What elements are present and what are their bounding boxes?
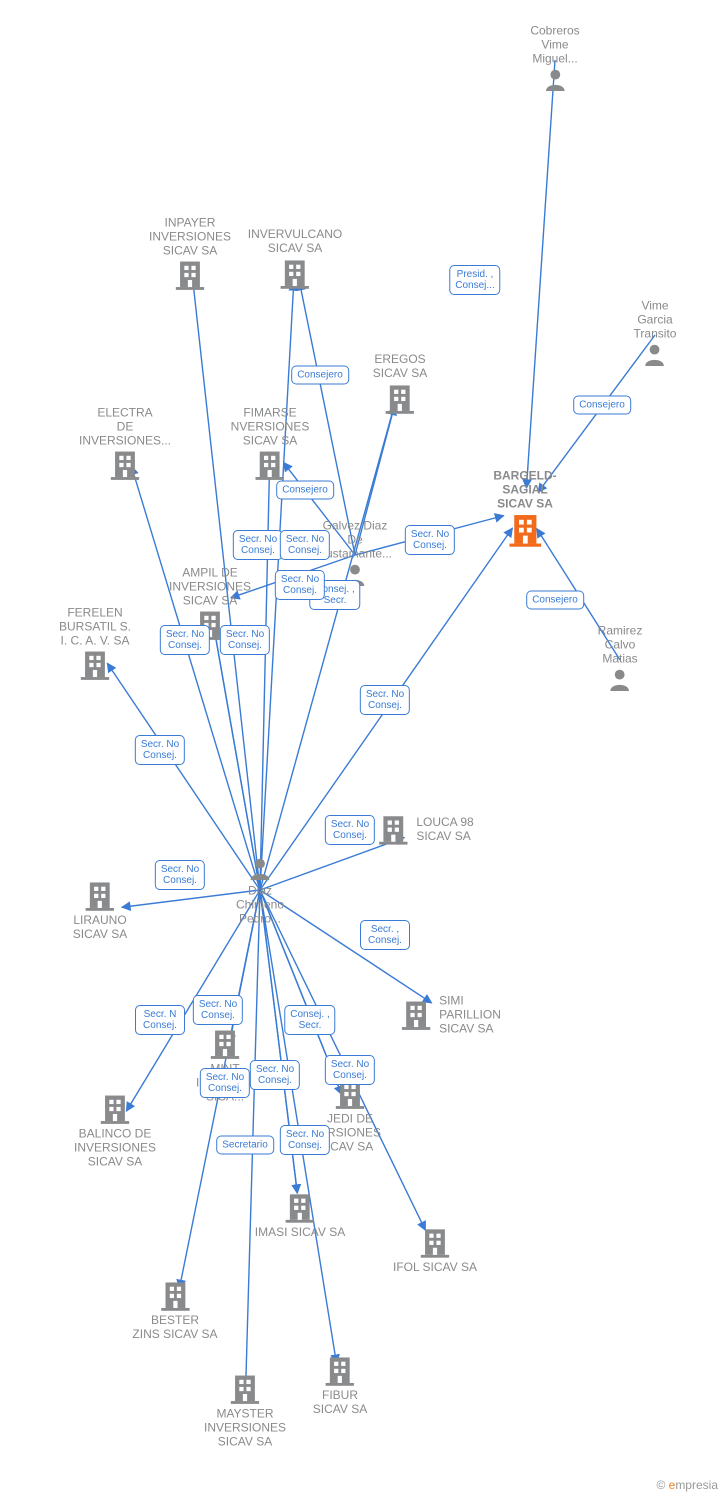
node-label: INPAYER INVERSIONES SICAV SA [149, 216, 231, 257]
building-icon [132, 1278, 217, 1312]
company-node-simi[interactable]: SIMI PARILLION SICAV SA [399, 994, 501, 1035]
node-label: ELECTRA DE INVERSIONES... [79, 406, 171, 447]
person-icon [598, 666, 643, 694]
edge-line [526, 60, 555, 488]
edge-line [214, 627, 260, 890]
node-label: MAYSTER INVERSIONES SICAV SA [204, 1407, 286, 1448]
company-node-balinco[interactable]: BALINCO DE INVERSIONES SICAV SA [74, 1091, 156, 1168]
company-node-louca[interactable]: LOUCA 98 SICAV SA [376, 812, 473, 848]
company-node-mayster[interactable]: MAYSTER INVERSIONES SICAV SA [204, 1371, 286, 1448]
node-label: INVERVULCANO SICAV SA [248, 228, 342, 256]
edge-label: Secr. No Consej. [275, 570, 325, 600]
company-node-inpayer[interactable]: INPAYER INVERSIONES SICAV SA [149, 216, 231, 293]
person-icon [634, 341, 677, 369]
person-icon [236, 854, 284, 882]
edge-label: Secr. No Consej. [325, 815, 375, 845]
edge-label: Secr. No Consej. [155, 860, 205, 890]
edge-label: Secr. No Consej. [280, 530, 330, 560]
company-node-imasi[interactable]: IMASI SICAV SA [255, 1190, 345, 1240]
edge-label: Secr. No Consej. [233, 530, 283, 560]
company-node-lirauno[interactable]: LIRAUNO SICAV SA [73, 878, 127, 942]
building-icon [373, 381, 427, 415]
edge-label: Secr. No Consej. [200, 1068, 250, 1098]
edge-label: Consejero [573, 396, 631, 415]
node-label: BESTER ZINS SICAV SA [132, 1314, 217, 1342]
company-node-fibur[interactable]: FIBUR SICAV SA [313, 1353, 367, 1417]
building-icon [255, 1190, 345, 1224]
edge-label: Secr. N Consej. [135, 1005, 185, 1035]
node-label: FIBUR SICAV SA [313, 1389, 367, 1417]
person-icon [530, 66, 579, 94]
edge-label: Consej. , Secr. [284, 1005, 335, 1035]
building-icon [79, 448, 171, 482]
person-node-ramirez[interactable]: Ramirez Calvo Matias [598, 624, 643, 695]
node-label: BARGELD- SAGIAL SICAV SA [493, 469, 556, 510]
node-label: Cobreros Vime Miguel... [530, 24, 579, 65]
footer-copyright: © empresia [656, 1478, 718, 1492]
edge-label: Presid. , Consej... [449, 265, 500, 295]
company-node-ifol[interactable]: IFOL SICAV SA [393, 1225, 477, 1275]
node-label: IMASI SICAV SA [255, 1226, 345, 1240]
edge-label: Secr. No Consej. [160, 625, 210, 655]
edge-label: Secretario [216, 1136, 274, 1155]
edge-label: Consejero [276, 481, 334, 500]
node-label: Ramirez Calvo Matias [598, 624, 643, 665]
edge-line [214, 627, 260, 890]
edge-label: Consejero [526, 591, 584, 610]
node-label: Vime Garcia Transito [634, 299, 677, 340]
node-label: FERELEN BURSATIL S. I. C. A. V. SA [59, 606, 131, 647]
company-node-invervulcano[interactable]: INVERVULCANO SICAV SA [248, 228, 342, 292]
edge-label: Secr. No Consej. [280, 1125, 330, 1155]
building-icon [376, 812, 410, 848]
edge-label: Secr. , Consej. [360, 920, 410, 950]
edge-label: Secr. No Consej. [135, 735, 185, 765]
edge-label: Secr. No Consej. [193, 995, 243, 1025]
person-node-vime[interactable]: Vime Garcia Transito [634, 299, 677, 370]
building-icon [196, 1026, 254, 1060]
edge-label: Secr. No Consej. [250, 1060, 300, 1090]
building-icon [74, 1091, 156, 1125]
building-icon [231, 448, 310, 482]
company-node-bester[interactable]: BESTER ZINS SICAV SA [132, 1278, 217, 1342]
node-label: LIRAUNO SICAV SA [73, 914, 127, 942]
node-label: IFOL SICAV SA [393, 1261, 477, 1275]
node-label: LOUCA 98 SICAV SA [416, 816, 473, 844]
building-icon [313, 1353, 367, 1387]
node-label: SIMI PARILLION SICAV SA [439, 994, 501, 1035]
node-label: Diaz Chimeno Pedro... [236, 884, 284, 925]
person-node-cobreros[interactable]: Cobreros Vime Miguel... [530, 24, 579, 95]
edge-label: Secr. No Consej. [325, 1055, 375, 1085]
company-node-fimarse[interactable]: FIMARSE NVERSIONES SICAV SA [231, 406, 310, 483]
edge-label: Secr. No Consej. [220, 625, 270, 655]
building-icon [399, 997, 433, 1033]
building-icon [73, 878, 127, 912]
building-icon [59, 648, 131, 682]
company-node-ferelen[interactable]: FERELEN BURSATIL S. I. C. A. V. SA [59, 606, 131, 683]
company-node-eregos[interactable]: EREGOS SICAV SA [373, 353, 427, 417]
building-icon [204, 1371, 286, 1405]
building-icon [149, 258, 231, 292]
edge-label: Secr. No Consej. [405, 525, 455, 555]
edge-label: Consejero [291, 366, 349, 385]
node-label: BALINCO DE INVERSIONES SICAV SA [74, 1127, 156, 1168]
node-label: FIMARSE NVERSIONES SICAV SA [231, 406, 310, 447]
building-icon [493, 511, 556, 549]
building-icon [248, 256, 342, 290]
edge-label: Secr. No Consej. [360, 685, 410, 715]
company-node-bargeld[interactable]: BARGELD- SAGIAL SICAV SA [493, 469, 556, 550]
node-label: EREGOS SICAV SA [373, 353, 427, 381]
person-node-diaz[interactable]: Diaz Chimeno Pedro... [236, 854, 284, 925]
building-icon [393, 1225, 477, 1259]
node-label: AMPIL DE INVERSIONES SICAV SA [169, 566, 251, 607]
company-node-electra[interactable]: ELECTRA DE INVERSIONES... [79, 406, 171, 483]
